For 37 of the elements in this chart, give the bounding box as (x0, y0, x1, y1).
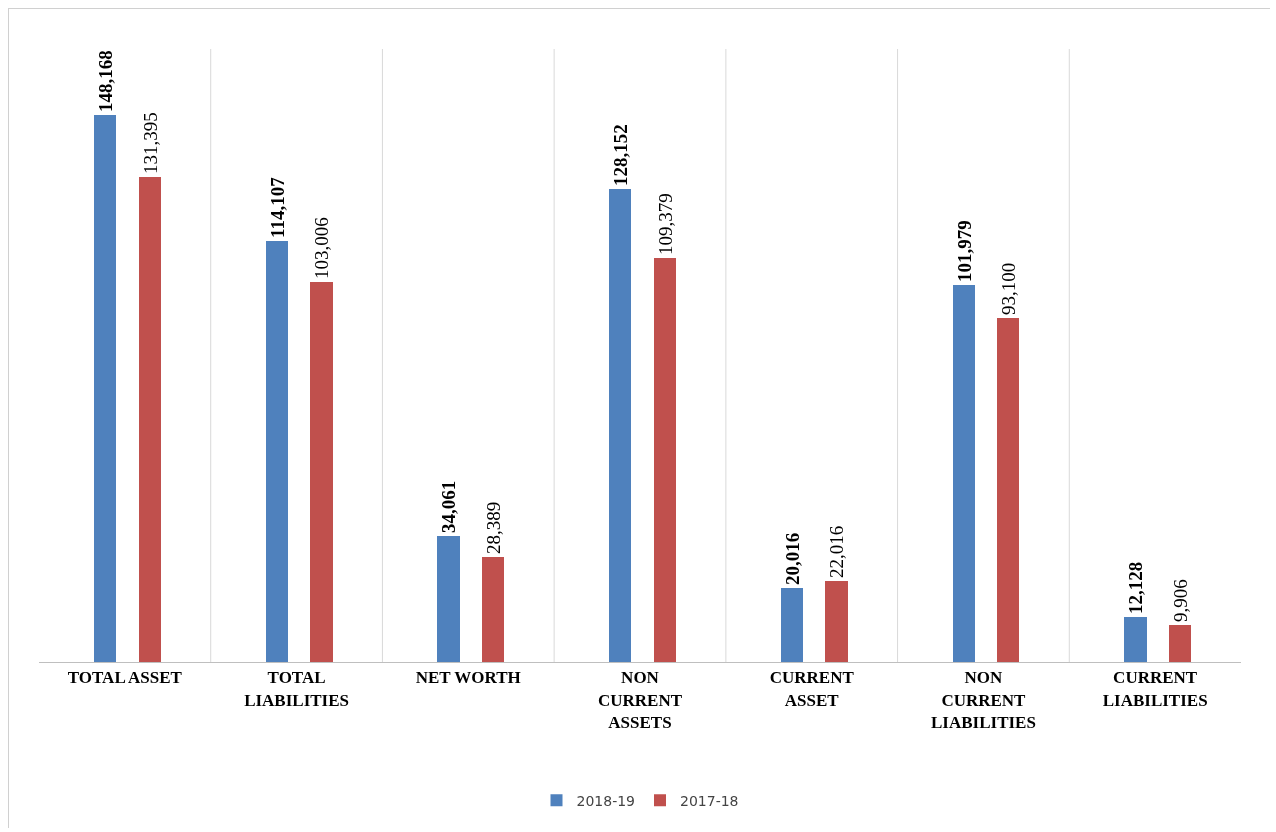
legend-label: 2017-18 (680, 792, 739, 809)
data-label: 9,906 (1169, 579, 1191, 622)
x-tick-label: CURRENT ASSET (769, 668, 855, 710)
x-tick-label: CURRENT LIABILITIES (1102, 668, 1208, 710)
bar (953, 285, 975, 662)
data-label: 103,006 (311, 217, 332, 279)
bar (654, 258, 676, 662)
legend-label: 2018-19 (576, 792, 635, 809)
bar (266, 241, 288, 662)
bar (437, 536, 460, 662)
data-label: 93,100 (997, 262, 1019, 315)
bar (1169, 625, 1191, 662)
x-tick-label: TOTAL ASSET (67, 668, 183, 688)
data-label: 114,107 (266, 176, 288, 238)
bar (94, 115, 116, 662)
data-label: 128,152 (609, 124, 631, 186)
x-tick-label: TOTAL LIABILITIES (244, 668, 350, 710)
data-label: 20,016 (781, 532, 803, 585)
x-tick-label: NON CURRENT LIABILITIES (930, 668, 1036, 732)
data-label: 34,061 (438, 480, 459, 533)
bar (482, 557, 504, 662)
x-tick-label: NET WORTH (415, 668, 521, 688)
data-label: 101,979 (953, 220, 975, 282)
bar (609, 189, 631, 662)
bar (310, 282, 333, 662)
data-label: 109,379 (654, 193, 676, 255)
bar (825, 581, 848, 662)
data-label: 28,389 (482, 501, 504, 554)
bar (997, 318, 1019, 662)
data-label: 12,128 (1125, 561, 1146, 614)
data-label: 148,168 (94, 50, 116, 112)
bar (139, 177, 161, 662)
data-label: 22,016 (826, 525, 847, 578)
data-label: 131,395 (139, 112, 161, 174)
x-tick-label: NON CURRENT ASSETS (597, 668, 683, 732)
bar (781, 588, 803, 662)
bar (1124, 617, 1147, 662)
